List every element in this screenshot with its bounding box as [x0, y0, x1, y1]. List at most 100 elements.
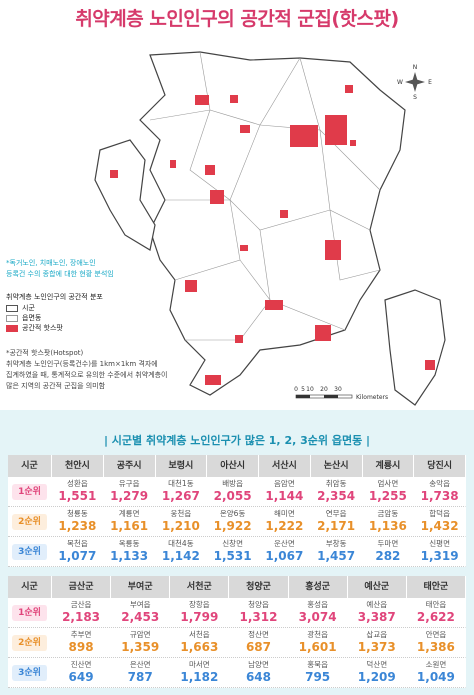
- place-name: 음암면: [274, 479, 295, 488]
- place-name: 옥룡동: [118, 539, 140, 548]
- header-cell: 공주시: [103, 455, 156, 477]
- table-cell: 소원면 1,049: [407, 659, 466, 687]
- row-bg: [8, 477, 466, 507]
- count-value: 1,049: [416, 670, 455, 684]
- scale-tick: 10: [306, 386, 314, 393]
- table-cell: 신평면 1,319: [414, 538, 466, 566]
- count-value: 2,622: [416, 610, 455, 624]
- place-name: 예산읍: [366, 600, 388, 609]
- table-cell: 계룡면 1,161: [104, 508, 156, 536]
- place-name: 합덕읍: [429, 509, 450, 518]
- table-cell: 송악읍 1,738: [414, 478, 466, 506]
- count-value: 1,738: [420, 489, 459, 503]
- place-name: 취암동: [325, 479, 347, 488]
- place-name: 운산면: [274, 539, 295, 548]
- row-bg: [8, 507, 466, 537]
- row-bg: [8, 658, 466, 688]
- place-name: 규암면: [129, 630, 151, 639]
- header-cell: 서천군: [170, 576, 230, 598]
- scale-unit: Kilometers: [356, 394, 388, 401]
- note-line: 취약계층 노인인구(등록건수)를 1km×1km 격자에: [6, 360, 158, 368]
- table-cell: 정산면 687: [229, 629, 289, 657]
- table-cell: 은산면 787: [111, 659, 171, 687]
- table-cell: 광천읍 1,601: [289, 629, 348, 657]
- map: N E S W 0 5 10 20 30 Kilometers: [94, 51, 446, 406]
- row-bg: [8, 628, 466, 658]
- count-value: 2,055: [213, 489, 252, 503]
- place-name: 대천1동: [168, 479, 194, 488]
- table-cell: 대천4동 1,142: [156, 538, 208, 566]
- place-name: 덕산면: [366, 660, 388, 669]
- count-value: 3,387: [357, 610, 396, 624]
- legend-item: 공간적 핫스팟: [6, 323, 103, 333]
- count-value: 1,312: [239, 610, 278, 624]
- table-cell: 엄사면 1,255: [363, 478, 415, 506]
- place-name: 금암동: [377, 509, 399, 518]
- table-cell: 남양면 648: [229, 659, 289, 687]
- rank-label: 2순위: [12, 635, 48, 651]
- footnote: *독거노인, 치매노인, 장애노인 등록건 수의 종합에 대한 현황 분석임: [6, 258, 114, 280]
- note-line: 많은 지역의 공간적 군집을 의미함: [6, 382, 106, 390]
- header-cell: 보령시: [155, 455, 208, 477]
- legend-item: 시군: [6, 303, 103, 313]
- header-cell: 금산군: [52, 576, 112, 598]
- legend-label: 공간적 핫스팟: [22, 323, 63, 332]
- table-cell: 배방읍 2,055: [207, 478, 259, 506]
- count-value: 1,531: [213, 549, 252, 563]
- count-value: 1,373: [357, 640, 396, 654]
- table-cell: 청룡동 1,238: [52, 508, 104, 536]
- header-cell: 홍성군: [288, 576, 348, 598]
- count-value: 787: [127, 670, 153, 684]
- count-value: 282: [375, 549, 401, 563]
- place-name: 마서면: [189, 660, 210, 669]
- legend-label: 시군: [22, 303, 35, 312]
- place-name: 은산면: [129, 660, 151, 669]
- place-name: 금산읍: [70, 600, 92, 609]
- count-value: 2,453: [121, 610, 160, 624]
- count-value: 1,386: [416, 640, 455, 654]
- hotspot-note: *공간적 핫스팟(Hotspot) 취약계층 노인인구(등록건수)를 1km×1…: [6, 348, 167, 392]
- note-title: *공간적 핫스팟(Hotspot): [6, 349, 84, 357]
- header-cell: 계룡시: [362, 455, 415, 477]
- count-value: 1,222: [265, 519, 304, 533]
- legend-title: 취약계층 노인인구의 공간적 분포: [6, 293, 103, 301]
- compass-label: S: [413, 94, 417, 101]
- table-title: | 시군별 취약계층 노인인구가 많은 1, 2, 3순위 읍면동 |: [103, 434, 371, 447]
- row-bg: [8, 537, 466, 567]
- table-cell: 금암동 1,136: [363, 508, 415, 536]
- place-name: 남양면: [248, 660, 269, 669]
- count-value: 3,074: [298, 610, 337, 624]
- table-cell: 태안읍 2,622: [407, 599, 466, 627]
- place-name: 부창동: [325, 539, 347, 548]
- header-cell: 서산시: [259, 455, 311, 477]
- legend-label: 읍면동: [22, 313, 42, 322]
- compass-label: E: [428, 79, 432, 86]
- place-name: 안면읍: [425, 630, 447, 639]
- footnote-line: *독거노인, 치매노인, 장애노인: [6, 259, 96, 267]
- count-value: 1,238: [58, 519, 97, 533]
- place-name: 신평면: [429, 539, 450, 548]
- count-value: 1,359: [121, 640, 160, 654]
- place-name: 홍성읍: [307, 600, 328, 609]
- place-name: 대천4동: [168, 539, 194, 548]
- place-name: 장항읍: [189, 600, 210, 609]
- count-value: 1,663: [180, 640, 219, 654]
- scale-tick: 5: [301, 386, 305, 393]
- rank-label: 1순위: [12, 605, 48, 621]
- header-cell: 시군: [8, 455, 52, 477]
- table-cell: 온양6동 1,922: [207, 508, 259, 536]
- table-cell: 성환읍 1,551: [52, 478, 104, 506]
- place-name: 연무읍: [325, 509, 347, 518]
- place-name: 정산면: [248, 630, 269, 639]
- place-name: 엄사면: [377, 479, 399, 488]
- place-name: 웅천읍: [170, 509, 192, 518]
- header-cell: 부여군: [111, 576, 171, 598]
- footnote-line: 등록건 수의 종합에 대한 현황 분석임: [6, 270, 114, 278]
- count-value: 1,210: [161, 519, 200, 533]
- header-cell: 시군: [8, 576, 52, 598]
- table-cell: 합덕읍 1,432: [414, 508, 466, 536]
- count-value: 1,142: [161, 549, 200, 563]
- place-name: 태안읍: [425, 600, 447, 609]
- count-value: 1,209: [357, 670, 396, 684]
- count-value: 1,799: [180, 610, 219, 624]
